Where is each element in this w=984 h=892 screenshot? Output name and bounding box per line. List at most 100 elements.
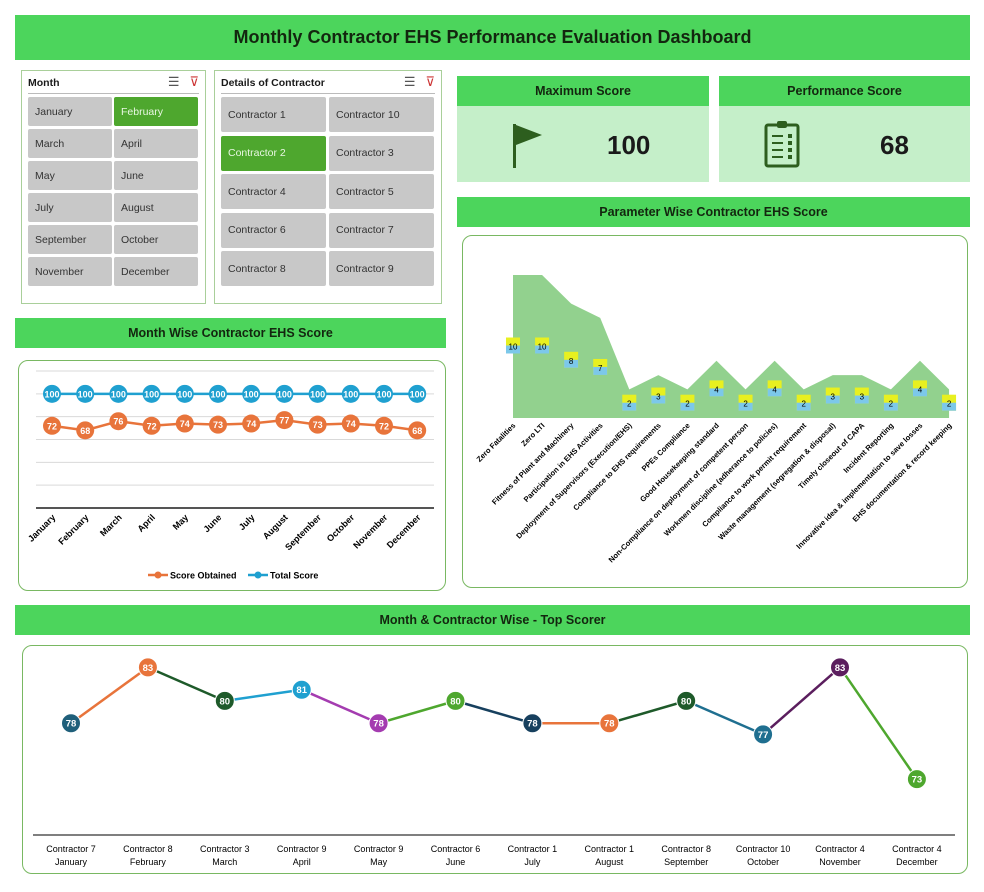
slicer-item-contractor-4[interactable]: Contractor 4 bbox=[221, 174, 326, 209]
x-tick-month: December bbox=[896, 857, 938, 867]
series-segment bbox=[224, 687, 302, 702]
data-point bbox=[368, 712, 389, 733]
slicer-item-contractor-3[interactable]: Contractor 3 bbox=[329, 135, 434, 171]
data-label: 78 bbox=[65, 718, 76, 729]
slicer-item-november[interactable]: November bbox=[28, 257, 112, 286]
data-label: 100 bbox=[144, 389, 159, 399]
data-label: 78 bbox=[604, 718, 615, 729]
data-label: 4 bbox=[714, 385, 719, 394]
slicer-item-contractor-2[interactable]: Contractor 2 bbox=[221, 135, 326, 171]
clear-filter-icon[interactable]: ⊽ bbox=[425, 74, 435, 89]
max-score-label: Maximum Score bbox=[457, 76, 709, 106]
slicer-item-august[interactable]: August bbox=[114, 193, 198, 222]
multi-select-icon[interactable]: ☰ bbox=[403, 74, 416, 89]
month-slicer-title: Month bbox=[28, 77, 60, 89]
data-point bbox=[108, 384, 127, 403]
slicer-item-december[interactable]: December bbox=[114, 257, 198, 286]
x-tick-month: October bbox=[747, 857, 779, 867]
x-tick-label: Compliance to work permit requirement bbox=[700, 420, 808, 528]
slicer-item-february[interactable]: February bbox=[114, 97, 198, 126]
data-label: 78 bbox=[373, 718, 384, 729]
slicer-item-october[interactable]: October bbox=[114, 225, 198, 254]
slicer-item-march[interactable]: March bbox=[28, 129, 112, 158]
data-point bbox=[208, 415, 227, 434]
slicer-item-contractor-10[interactable]: Contractor 10 bbox=[329, 97, 434, 132]
x-tick-month: November bbox=[819, 857, 861, 867]
x-tick-contractor: Contractor 7 bbox=[46, 844, 96, 854]
slicer-item-july[interactable]: July bbox=[28, 193, 112, 222]
data-label: 80 bbox=[219, 696, 230, 707]
data-point bbox=[752, 723, 773, 744]
data-label: 4 bbox=[772, 385, 777, 394]
data-label-bg bbox=[679, 402, 694, 411]
slicer-item-contractor-7[interactable]: Contractor 7 bbox=[329, 212, 434, 248]
max-score-value: 100 bbox=[607, 130, 651, 160]
data-label: 2 bbox=[685, 399, 690, 408]
data-point bbox=[675, 690, 696, 711]
legend-label: Total Score bbox=[270, 570, 318, 580]
x-tick-month: August bbox=[595, 857, 624, 867]
data-label: 74 bbox=[246, 419, 256, 429]
series-segment bbox=[300, 688, 379, 724]
x-tick-contractor: Contractor 4 bbox=[815, 844, 865, 854]
data-label-bg bbox=[621, 402, 636, 411]
slicer-item-contractor-5[interactable]: Contractor 5 bbox=[329, 174, 434, 209]
data-point bbox=[241, 414, 260, 433]
data-label: 80 bbox=[450, 696, 461, 707]
data-point bbox=[60, 712, 81, 733]
data-point bbox=[42, 416, 61, 435]
series-segment bbox=[608, 699, 687, 724]
slicer-item-contractor-1[interactable]: Contractor 1 bbox=[221, 97, 326, 132]
data-label: 10 bbox=[508, 342, 517, 351]
series-segment bbox=[146, 665, 225, 702]
data-label-bg bbox=[650, 395, 665, 404]
data-label: 73 bbox=[212, 420, 222, 430]
x-tick-month: February bbox=[129, 857, 166, 867]
parameter-wise-header: Parameter Wise Contractor EHS Score bbox=[457, 197, 970, 227]
contractor-slicer-title: Details of Contractor bbox=[221, 77, 325, 89]
dashboard-title: Monthly Contractor EHS Performance Evalu… bbox=[15, 15, 970, 60]
data-label: 80 bbox=[680, 696, 691, 707]
data-label: 8 bbox=[568, 356, 573, 365]
data-label: 2 bbox=[888, 399, 893, 408]
slicer-item-june[interactable]: June bbox=[114, 161, 198, 190]
slicer-item-april[interactable]: April bbox=[114, 129, 198, 158]
x-tick-contractor: Contractor 6 bbox=[430, 844, 480, 854]
x-tick-contractor: Contractor 8 bbox=[123, 844, 173, 854]
top-scorer-header: Month & Contractor Wise - Top Scorer bbox=[15, 605, 970, 635]
parameter-wise-chart: 10 10 8 7 2 3 2 4 2 4 2 3 3 2 4 2 Zero Fatalities Zero LT… bbox=[462, 235, 968, 588]
multi-select-icon[interactable]: ☰ bbox=[167, 74, 180, 89]
data-label-bg bbox=[912, 387, 927, 396]
data-label: 74 bbox=[179, 419, 189, 429]
data-point bbox=[521, 712, 542, 733]
x-tick-contractor: Contractor 1 bbox=[507, 844, 557, 854]
data-label: 68 bbox=[412, 425, 422, 435]
x-tick-label: July bbox=[236, 512, 256, 532]
slicer-item-contractor-9[interactable]: Contractor 9 bbox=[329, 251, 434, 286]
x-tick-label: March bbox=[97, 512, 123, 538]
data-label: 2 bbox=[743, 399, 748, 408]
x-tick-label: Non-Compliance on deployment of competen… bbox=[606, 420, 750, 564]
data-label: 77 bbox=[279, 415, 289, 425]
slicer-item-contractor-8[interactable]: Contractor 8 bbox=[221, 251, 326, 286]
data-point bbox=[137, 656, 158, 677]
data-point bbox=[374, 416, 393, 435]
slicer-item-september[interactable]: September bbox=[28, 225, 112, 254]
slicer-item-contractor-6[interactable]: Contractor 6 bbox=[221, 212, 326, 248]
data-point bbox=[906, 768, 927, 789]
month-wise-header: Month Wise Contractor EHS Score bbox=[15, 318, 446, 348]
data-point bbox=[241, 384, 260, 403]
data-label: 68 bbox=[80, 425, 90, 435]
data-label-bg bbox=[854, 395, 869, 404]
series-segment bbox=[377, 699, 456, 724]
clear-filter-icon[interactable]: ⊽ bbox=[189, 74, 199, 89]
x-tick-label: August bbox=[260, 512, 289, 541]
slicer-item-january[interactable]: January bbox=[28, 97, 112, 126]
slicer-item-may[interactable]: May bbox=[28, 161, 112, 190]
data-label: 100 bbox=[210, 389, 225, 399]
data-point bbox=[214, 690, 235, 711]
legend-marker bbox=[254, 571, 261, 578]
contractor-slicer: Details of Contractor ☰ ⊽ Contractor 1 Con… bbox=[214, 70, 442, 304]
data-label-bg bbox=[505, 345, 520, 353]
data-label: 100 bbox=[276, 389, 291, 399]
